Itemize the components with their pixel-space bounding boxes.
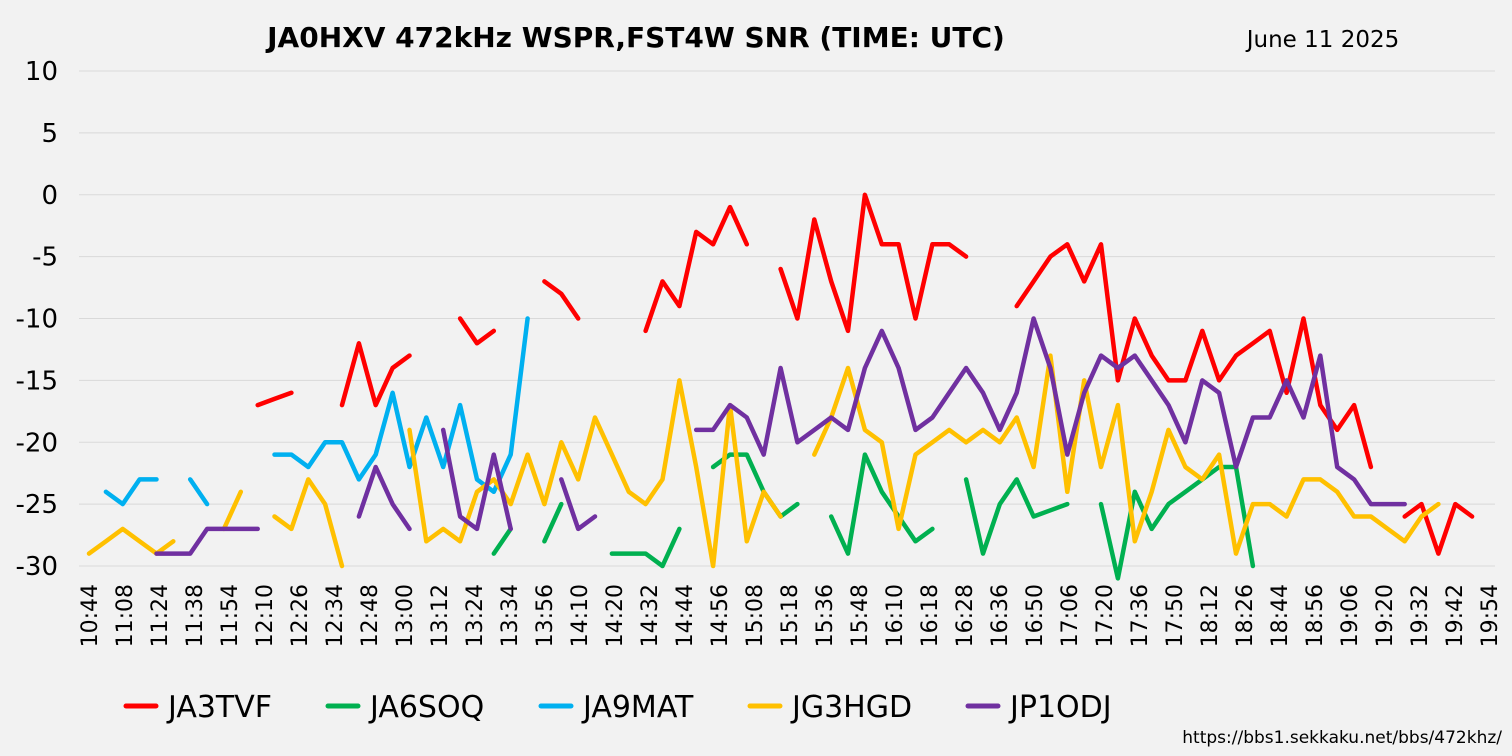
x-tick-label: 17:20 [1093,584,1118,647]
series-ja3tvf [255,192,1475,556]
x-tick-label: 19:06 [1338,584,1363,647]
x-tick-label: 13:56 [533,584,558,647]
x-tick-label: 11:54 [218,584,243,647]
y-tick-label: -20 [16,428,58,458]
x-tick-label: 12:48 [358,584,383,647]
series-line-ja6soq [491,452,1256,581]
x-tick-label: 15:08 [743,584,768,647]
x-tick-label: 18:26 [1233,584,1258,647]
series-lines [86,192,1475,581]
x-tick-label: 19:54 [1478,584,1503,647]
legend: JA3TVF JA6SOQ JA9MAT JG3HGD JP1ODJ [123,690,1112,725]
series-ja6soq [491,452,1256,581]
x-tick-label: 14:32 [638,584,663,647]
x-tick-label: 11:24 [148,584,173,647]
legend-item-ja6soq: JA6SOQ [325,690,484,725]
x-tick-label: 14:44 [673,584,698,647]
x-tick-label: 11:38 [183,584,208,647]
legend-item-jp1odj: JP1ODJ [965,690,1112,725]
x-tick-label: 14:20 [603,584,628,647]
series-jg3hgd [86,353,1441,569]
legend-item-jg3hgd: JG3HGD [747,690,912,725]
y-axis-ticks: 10 5 0 -5 -10 -15 -20 -25 -30 [16,57,58,582]
y-tick-label: 5 [41,119,58,149]
x-tick-label: 12:10 [253,584,278,647]
x-tick-label: 11:08 [113,584,138,647]
series-line-jp1odj [154,316,1407,556]
x-tick-label: 10:44 [78,584,103,647]
y-tick-label: 10 [25,57,58,87]
x-tick-label: 12:34 [323,584,348,647]
x-tick-label: 18:56 [1303,584,1328,647]
series-ja9mat [103,316,530,507]
legend-label: JG3HGD [790,690,912,725]
x-tick-label: 16:18 [918,584,943,647]
chart-title: JA0HXV 472kHz WSPR,FST4W SNR (TIME: UTC) [265,21,1005,54]
source-url: https://bbs1.sekkaku.net/bbs/472khz/ [1182,728,1502,748]
x-tick-label: 17:06 [1058,584,1083,647]
series-line-ja3tvf [255,192,1475,556]
legend-label: JA6SOQ [368,690,484,725]
x-tick-label: 13:00 [393,584,418,647]
series-jp1odj [154,316,1407,556]
legend-label: JA9MAT [581,690,694,725]
x-tick-label: 16:28 [953,584,978,647]
series-line-ja9mat [103,316,530,507]
x-axis-ticks: 10:44 11:08 11:24 11:38 11:54 12:10 12:26 12:34… [78,584,1503,647]
x-tick-label: 15:48 [848,584,873,647]
x-tick-label: 15:18 [778,584,803,647]
x-tick-label: 13:34 [498,584,523,647]
x-tick-label: 16:50 [1023,584,1048,647]
x-tick-label: 14:10 [568,584,593,647]
series-line-jg3hgd [86,353,1441,569]
y-tick-label: -15 [16,366,58,396]
x-tick-label: 18:44 [1268,584,1293,647]
y-tick-label: 0 [41,181,58,211]
x-tick-label: 12:26 [288,584,313,647]
x-tick-label: 19:42 [1443,584,1468,647]
x-tick-label: 16:10 [883,584,908,647]
legend-item-ja9mat: JA9MAT [538,690,694,725]
legend-label: JA3TVF [166,690,272,725]
x-tick-label: 13:12 [428,584,453,647]
y-tick-label: -5 [32,243,58,273]
chart-date: June 11 2025 [1245,27,1400,53]
y-tick-label: -10 [16,305,58,335]
x-tick-label: 13:24 [463,584,488,647]
gridlines [79,70,1495,567]
x-tick-label: 19:20 [1373,584,1398,647]
y-tick-label: -25 [16,490,58,520]
x-tick-label: 15:36 [813,584,838,647]
x-tick-label: 18:12 [1198,584,1223,647]
x-tick-label: 14:56 [708,584,733,647]
x-tick-label: 17:50 [1163,584,1188,647]
legend-item-ja3tvf: JA3TVF [123,690,272,725]
x-tick-label: 19:32 [1408,584,1433,647]
y-tick-label: -30 [16,552,58,582]
x-tick-label: 17:36 [1128,584,1153,647]
legend-label: JP1ODJ [1008,690,1112,725]
x-tick-label: 16:36 [988,584,1013,647]
